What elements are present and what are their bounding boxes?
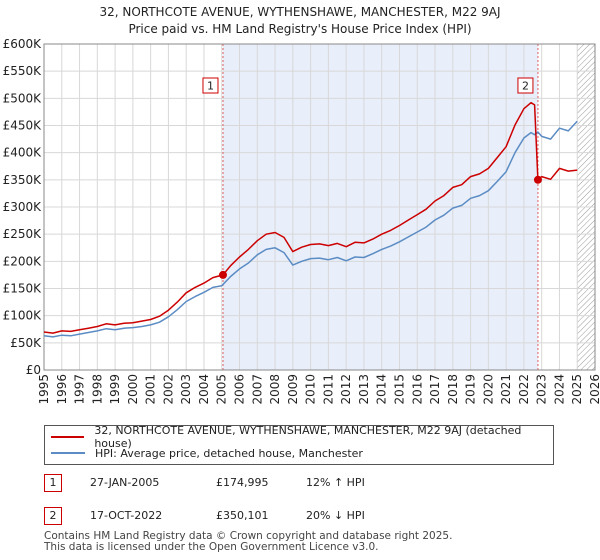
y-tick-label: £50K xyxy=(10,336,42,350)
y-tick-label: £500K xyxy=(3,91,43,105)
x-tick-label: 2014 xyxy=(375,374,389,405)
chart-legend: 32, NORTHCOTE AVENUE, WYTHENSHAWE, MANCH… xyxy=(44,424,554,465)
transaction-point xyxy=(533,175,542,184)
transaction-label-box xyxy=(202,77,219,94)
y-tick-label: £250K xyxy=(3,227,43,241)
x-tick-label: 2009 xyxy=(286,374,300,405)
transaction-price: £174,995 xyxy=(216,476,269,489)
x-tick-label: 1997 xyxy=(73,374,87,405)
x-tick-label: 2004 xyxy=(197,374,211,405)
x-tick-label: 2011 xyxy=(321,374,335,405)
transaction-date: 17-OCT-2022 xyxy=(90,509,163,522)
transaction-date: 27-JAN-2005 xyxy=(90,476,160,489)
x-tick-label: 2017 xyxy=(428,374,442,405)
x-tick-label: 2005 xyxy=(215,374,229,405)
x-tick-label: 2023 xyxy=(535,374,549,405)
x-tick-label: 2010 xyxy=(304,374,318,405)
legend-label-hpi: HPI: Average price, detached house, Manc… xyxy=(95,446,363,460)
price-chart: £0 £50K £100K £150K £200K £250K £300K £350K £400… xyxy=(3,37,600,405)
transaction-price: £350,101 xyxy=(216,509,269,522)
y-tick-label: £450K xyxy=(3,119,43,133)
x-tick-label: 2003 xyxy=(179,374,193,405)
transaction-label-box xyxy=(517,77,534,94)
chart-subtitle: Price paid vs. HM Land Registry's House … xyxy=(128,22,472,36)
y-tick-label: £600K xyxy=(3,37,43,51)
x-tick-label: 2015 xyxy=(392,374,406,405)
legend-entry-property: 32, NORTHCOTE AVENUE, WYTHENSHAWE, MANCH… xyxy=(51,424,553,450)
x-tick-label: 2007 xyxy=(250,374,264,405)
x-tick-label: 2022 xyxy=(517,374,531,405)
x-tick-label: 2020 xyxy=(481,374,495,405)
x-tick-label: 2016 xyxy=(410,374,424,405)
legend-label-property: 32, NORTHCOTE AVENUE, WYTHENSHAWE, MANCH… xyxy=(94,424,522,450)
legend-entry-hpi: HPI: Average price, detached house, Manc… xyxy=(51,445,363,461)
y-tick-label: £0 xyxy=(26,363,41,377)
property-series-line xyxy=(43,101,578,334)
transaction-row: 2 17-OCT-2022 £350,101 20% ↓ HPI xyxy=(44,507,464,527)
hpi-series-line xyxy=(43,120,578,338)
x-tick-label: 1996 xyxy=(55,374,69,405)
x-tick-label: 2018 xyxy=(446,374,460,405)
x-tick-label: 2002 xyxy=(161,374,175,405)
x-tick-label: 2025 xyxy=(570,374,584,405)
x-tick-label: 1999 xyxy=(108,374,122,405)
x-tick-label: 2006 xyxy=(233,374,247,405)
transaction-label-number: 2 xyxy=(522,80,529,93)
transaction-hpi-diff: 12% ↑ HPI xyxy=(306,476,365,489)
transaction-number-badge: 1 xyxy=(44,474,62,492)
y-tick-label: £100K xyxy=(3,309,43,323)
plot-frame xyxy=(43,43,596,371)
footer-line-copyright: Contains HM Land Registry data © Crown c… xyxy=(44,530,453,542)
x-tick-label: 2000 xyxy=(126,374,140,405)
x-tick-label: 2021 xyxy=(499,374,513,405)
y-tick-label: £550K xyxy=(3,64,43,78)
y-tick-label: £200K xyxy=(3,254,43,268)
transaction-hpi-diff: 20% ↓ HPI xyxy=(306,509,365,522)
transaction-row: 1 27-JAN-2005 £174,995 12% ↑ HPI xyxy=(44,474,464,494)
legend-swatch-hpi xyxy=(51,452,85,454)
y-tick-label: £150K xyxy=(3,282,43,296)
x-tick-label: 2024 xyxy=(552,374,566,405)
attribution-footer: Contains HM Land Registry data © Crown c… xyxy=(44,531,452,553)
x-tick-label: 2012 xyxy=(339,374,353,405)
legend-swatch-property xyxy=(51,436,85,438)
x-tick-label: 1995 xyxy=(37,374,51,405)
transaction-number-badge: 2 xyxy=(44,507,62,525)
transaction-label-number: 1 xyxy=(207,80,214,93)
x-tick-label: 2008 xyxy=(268,374,282,405)
x-tick-label: 1998 xyxy=(90,374,104,405)
x-tick-label: 2001 xyxy=(144,374,158,405)
footer-line-licence: This data is licensed under the Open Gov… xyxy=(44,541,379,553)
x-tick-label: 2013 xyxy=(357,374,371,405)
y-tick-label: £300K xyxy=(3,200,43,214)
y-tick-label: £400K xyxy=(3,146,43,160)
y-tick-label: £350K xyxy=(3,173,43,187)
x-tick-label: 2026 xyxy=(588,374,600,405)
chart-title: 32, NORTHCOTE AVENUE, WYTHENSHAWE, MANCH… xyxy=(99,5,501,19)
transaction-point xyxy=(218,270,227,279)
x-tick-label: 2019 xyxy=(464,374,478,405)
